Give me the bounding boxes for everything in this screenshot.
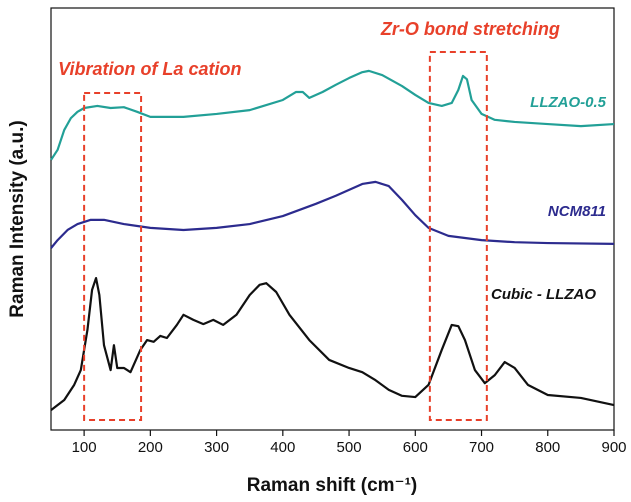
x-tick-label: 700 <box>469 439 494 456</box>
x-tick-label: 900 <box>601 439 626 456</box>
x-tick-label: 800 <box>535 439 560 456</box>
x-tick-label: 200 <box>138 439 163 456</box>
series-label: LLZAO-0.5 <box>530 94 606 111</box>
x-tick-label: 100 <box>72 439 97 456</box>
annotation: Zr-O bond stretching <box>380 19 560 39</box>
series-line <box>50 276 615 412</box>
series-label: Cubic - LLZAO <box>491 286 596 303</box>
x-tick-label: 300 <box>204 439 229 456</box>
series-line <box>50 69 615 161</box>
x-axis-title: Raman shift (cm⁻¹) <box>247 475 418 496</box>
highlight-box <box>83 92 143 421</box>
highlight-box <box>428 51 488 421</box>
annotation: Vibration of La cation <box>58 59 241 79</box>
plot-frame <box>50 7 615 431</box>
x-tick-label: 600 <box>403 439 428 456</box>
series-line <box>50 180 615 249</box>
x-tick-label: 500 <box>337 439 362 456</box>
y-axis-title: Raman Intensity (a.u.) <box>7 120 28 317</box>
x-tick-label: 400 <box>270 439 295 456</box>
series-label: NCM811 <box>548 203 606 220</box>
